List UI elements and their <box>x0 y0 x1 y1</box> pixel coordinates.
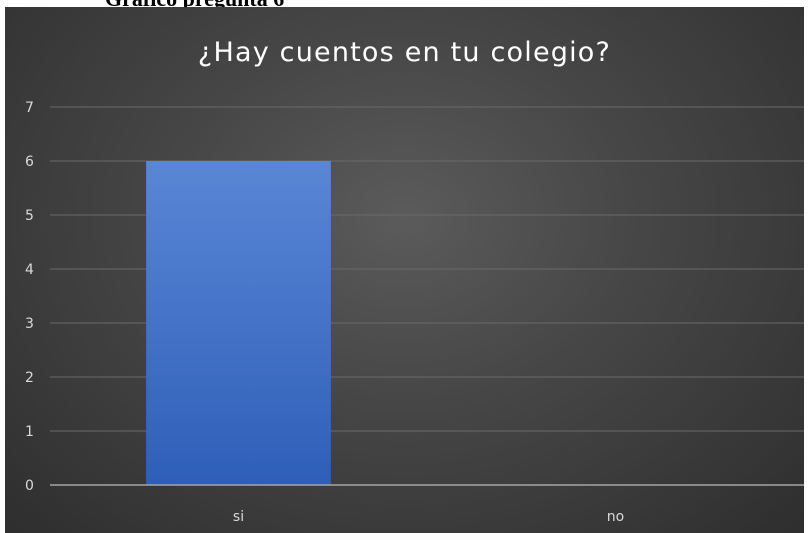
chart-panel: ¿Hay cuentos en tu colegio? 0 1 2 3 4 5 6 7 si n… <box>5 7 804 533</box>
y-tick-label: 4 <box>25 262 34 278</box>
x-tick-label: si <box>233 509 244 525</box>
y-tick-label: 6 <box>25 154 34 170</box>
x-tick-label: no <box>607 509 624 525</box>
bar-si <box>146 161 331 485</box>
bars <box>146 161 331 485</box>
bar-chart: 0 1 2 3 4 5 6 7 si no <box>25 100 804 525</box>
chart-title: ¿Hay cuentos en tu colegio? <box>197 37 612 68</box>
y-tick-label: 1 <box>25 424 34 440</box>
x-axis-ticks: si no <box>233 509 624 525</box>
y-tick-label: 3 <box>25 316 34 332</box>
y-tick-label: 5 <box>25 208 34 224</box>
y-tick-label: 0 <box>25 478 34 494</box>
y-tick-label: 2 <box>25 370 34 386</box>
y-axis-ticks: 0 1 2 3 4 5 6 7 <box>25 100 34 494</box>
document-heading: Gráfico pregunta 6 <box>105 0 284 12</box>
y-tick-label: 7 <box>25 100 34 116</box>
